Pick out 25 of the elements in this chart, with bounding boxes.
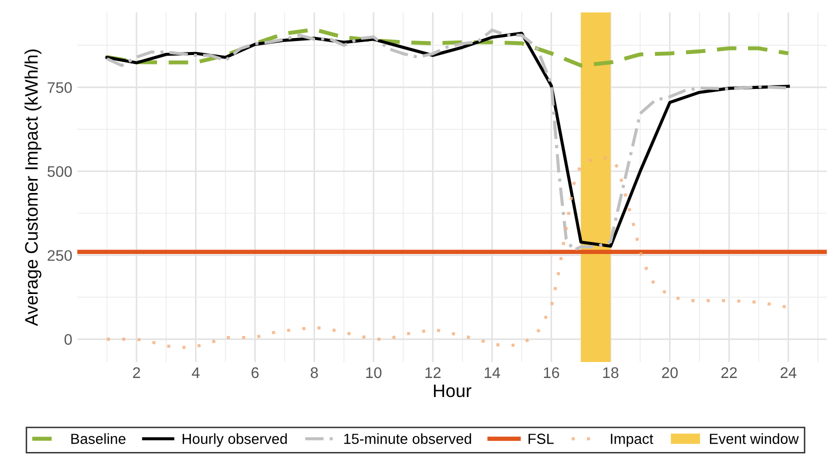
x-tick-label: 4: [192, 367, 200, 378]
y-tick-label: 750: [48, 82, 72, 93]
x-tick-label: 14: [484, 367, 500, 378]
legend-label: Baseline: [71, 433, 126, 444]
x-axis-title: Hour: [434, 384, 472, 398]
x-tick-label: 20: [662, 367, 678, 378]
x-tick-label: 18: [603, 367, 618, 378]
x-tick-label: 24: [780, 367, 796, 378]
x-tick-label: 6: [252, 367, 259, 378]
legend-label: 15-minute observed: [344, 433, 472, 444]
x-tick-label: 10: [366, 367, 382, 378]
x-tick-label: 12: [425, 367, 441, 378]
legend-label: Hourly observed: [182, 433, 287, 447]
x-tick-label: 2: [133, 367, 140, 378]
y-tick-label: 250: [48, 250, 72, 261]
legend-label: Impact: [610, 434, 654, 447]
legend-label: Event window: [710, 433, 799, 444]
x-tick-label: 8: [310, 367, 318, 378]
y-axis-title: Average Customer Impact (kWh/h): [24, 50, 42, 326]
y-tick-label: 0: [64, 334, 72, 345]
y-tick-label: 500: [48, 166, 72, 177]
x-tick-label: 16: [544, 367, 560, 378]
x-tick-label: 22: [721, 367, 737, 378]
legend-label: FSL: [528, 434, 554, 444]
line-series: [104, 28, 790, 68]
